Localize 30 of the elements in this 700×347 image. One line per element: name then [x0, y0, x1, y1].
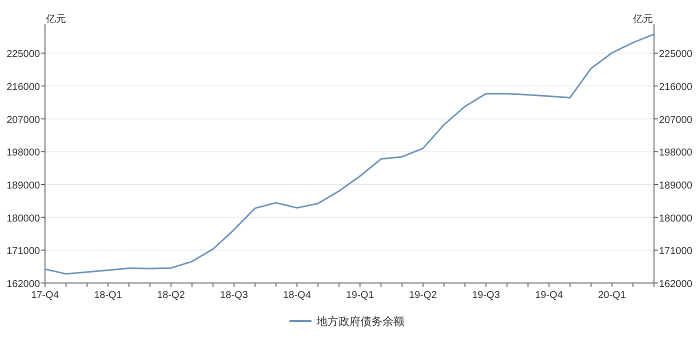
y2-tick-label: 207000 — [659, 114, 693, 126]
y2-tick-label: 225000 — [659, 49, 693, 60]
y2-tick-label: 162000 — [659, 279, 693, 290]
y-axis-title: 亿元 — [45, 14, 66, 25]
y-tick-label: 171000 — [6, 246, 40, 258]
x-tick-label: 18-Q4 — [283, 290, 312, 301]
x-tick-label: 19-Q4 — [535, 290, 564, 301]
y2-tick-label: 180000 — [659, 213, 693, 224]
y-tick-label: 162000 — [6, 279, 40, 290]
y-tick-label: 216000 — [6, 82, 40, 94]
y2-tick-label: 216000 — [659, 82, 693, 94]
y2-tick-label: 189000 — [659, 180, 693, 192]
y2-axis-title: 亿元 — [632, 14, 653, 25]
x-tick-label: 19-Q2 — [409, 290, 438, 301]
x-tick-label: 20-Q1 — [598, 290, 626, 301]
line-series — [44, 33, 655, 275]
y-tick-label: 225000 — [6, 49, 40, 60]
legend-label: 地方政府债务余额 — [316, 315, 404, 328]
y2-tick-label: 171000 — [659, 246, 693, 258]
x-tick-label: 19-Q3 — [472, 290, 500, 301]
y-tick-label: 189000 — [6, 180, 40, 192]
x-tick-label: 19-Q1 — [346, 290, 374, 301]
x-tick-label: 18-Q1 — [94, 290, 122, 301]
y2-tick-label: 198000 — [659, 148, 693, 159]
x-tick-label: 18-Q3 — [220, 290, 248, 301]
y-tick-label: 180000 — [6, 213, 40, 224]
y-tick-label: 207000 — [6, 114, 40, 126]
x-tick-label: 17-Q4 — [31, 290, 60, 301]
x-tick-label: 18-Q2 — [157, 290, 186, 301]
y-tick-label: 198000 — [6, 148, 40, 159]
